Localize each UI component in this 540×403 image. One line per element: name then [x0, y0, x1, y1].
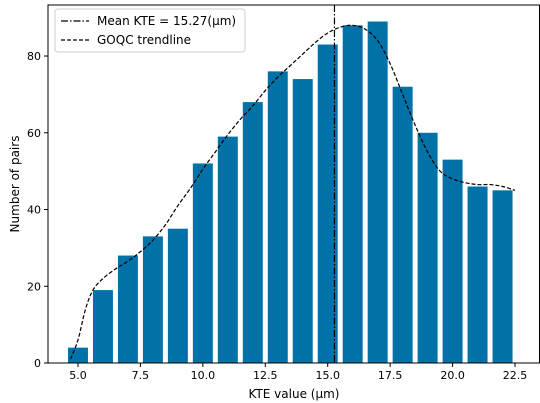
legend: Mean KTE = 15.27(μm) GOQC trendline	[54, 8, 246, 53]
bars-layer	[67, 21, 513, 364]
x-tick-label: 7.5	[132, 369, 150, 382]
y-tick-label: 40	[27, 204, 41, 217]
bar	[217, 136, 238, 363]
x-tick-label: 15.0	[315, 369, 340, 382]
bar	[442, 159, 463, 363]
bar	[292, 79, 313, 364]
x-tick-label: 5.0	[69, 369, 87, 382]
bar	[167, 228, 188, 363]
y-tick-label: 60	[27, 127, 41, 140]
bar	[392, 86, 413, 363]
x-tick-label: 10.0	[191, 369, 216, 382]
x-tick-label: 22.5	[503, 369, 528, 382]
bar	[317, 44, 338, 363]
bar	[417, 132, 438, 363]
legend-mean-label: Mean KTE = 15.27(μm)	[97, 14, 236, 28]
bar	[342, 25, 363, 363]
bar	[117, 255, 138, 363]
x-axis-label: KTE value (μm)	[249, 387, 340, 401]
ticks-layer: 5.0 7.5 10.0 12.5 15.0 17.5 20.0 22.5 0 20 40 60 80	[27, 50, 527, 382]
y-tick-label: 0	[34, 357, 41, 370]
lines-layer	[69, 5, 516, 363]
y-axis-label: Number of pairs	[8, 136, 22, 233]
bar	[367, 21, 388, 364]
bar	[142, 236, 163, 363]
legend-box	[54, 8, 246, 53]
y-tick-label: 20	[27, 280, 41, 293]
legend-trendline-label: GOQC trendline	[97, 33, 191, 47]
x-tick-label: 17.5	[378, 369, 403, 382]
bar	[92, 290, 113, 363]
x-tick-label: 20.0	[440, 369, 465, 382]
x-tick-label: 12.5	[253, 369, 278, 382]
bar	[467, 186, 488, 363]
bar	[192, 163, 213, 363]
bar	[67, 347, 88, 363]
y-tick-label: 80	[27, 50, 41, 63]
bar	[267, 71, 288, 363]
bar	[242, 102, 263, 363]
bar	[492, 190, 513, 363]
